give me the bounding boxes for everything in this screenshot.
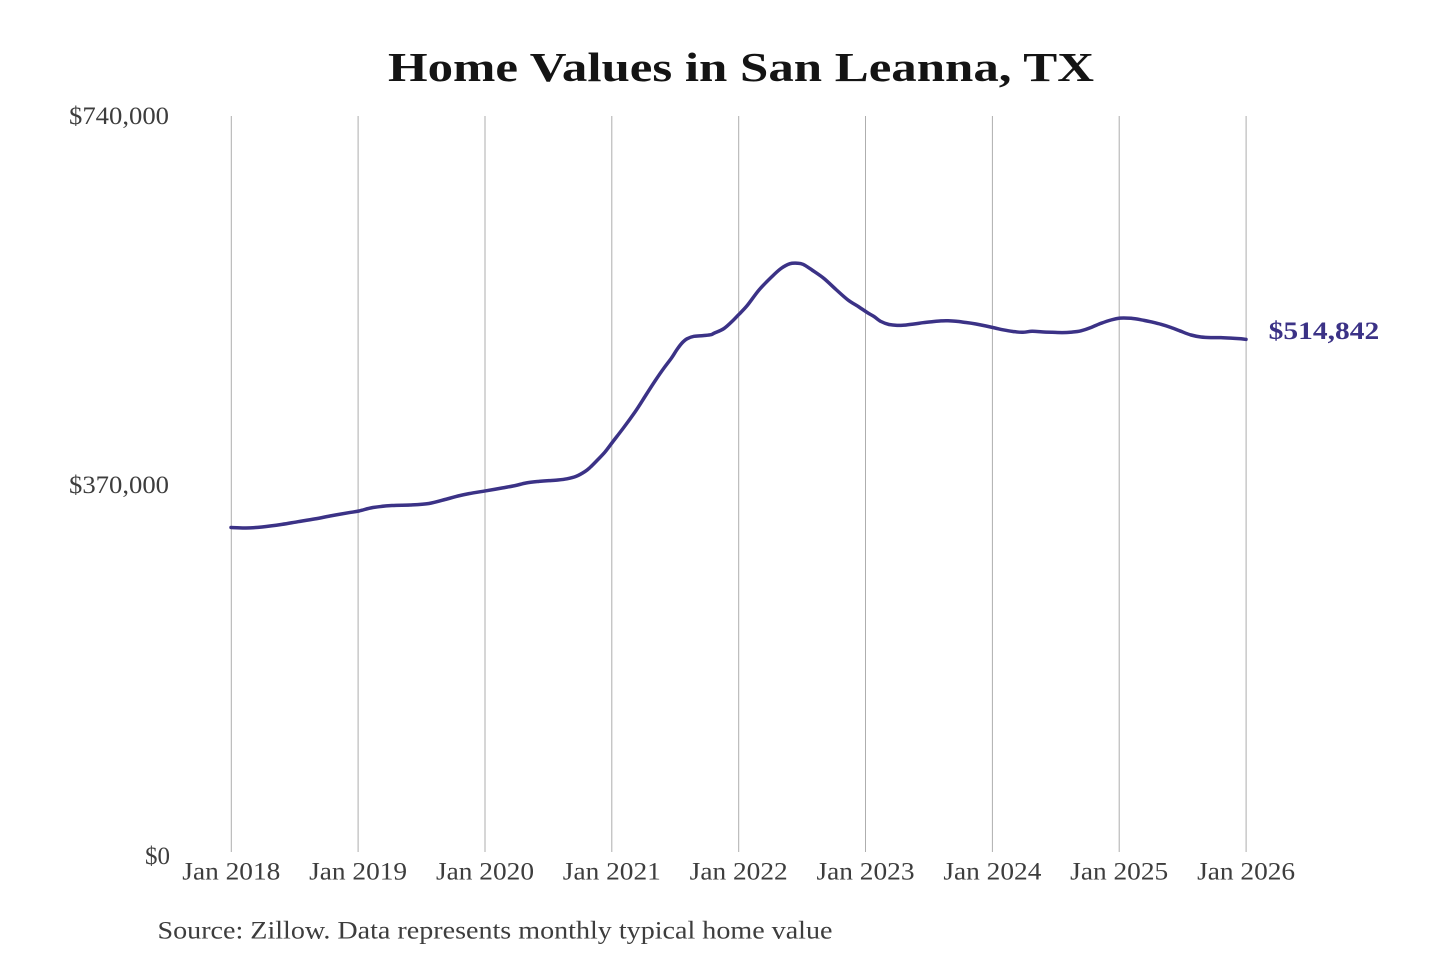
svg-text:$0: $0 [145, 843, 170, 870]
svg-text:Jan 2022: Jan 2022 [690, 859, 788, 886]
svg-text:$740,000: $740,000 [69, 103, 169, 130]
svg-text:Jan 2021: Jan 2021 [563, 859, 661, 886]
svg-text:Jan 2020: Jan 2020 [436, 859, 534, 886]
svg-text:Jan 2018: Jan 2018 [182, 859, 280, 886]
svg-text:Jan 2025: Jan 2025 [1070, 859, 1168, 886]
svg-text:Jan 2023: Jan 2023 [817, 859, 915, 886]
svg-text:Jan 2019: Jan 2019 [309, 859, 407, 886]
svg-text:$370,000: $370,000 [69, 472, 169, 499]
svg-text:Jan 2024: Jan 2024 [943, 859, 1042, 886]
svg-text:$514,842: $514,842 [1269, 318, 1380, 345]
svg-text:Source: Zillow. Data represent: Source: Zillow. Data represents monthly … [158, 918, 833, 945]
svg-text:Home Values in San Leanna, TX: Home Values in San Leanna, TX [388, 44, 1094, 90]
svg-text:Jan 2026: Jan 2026 [1197, 859, 1295, 886]
